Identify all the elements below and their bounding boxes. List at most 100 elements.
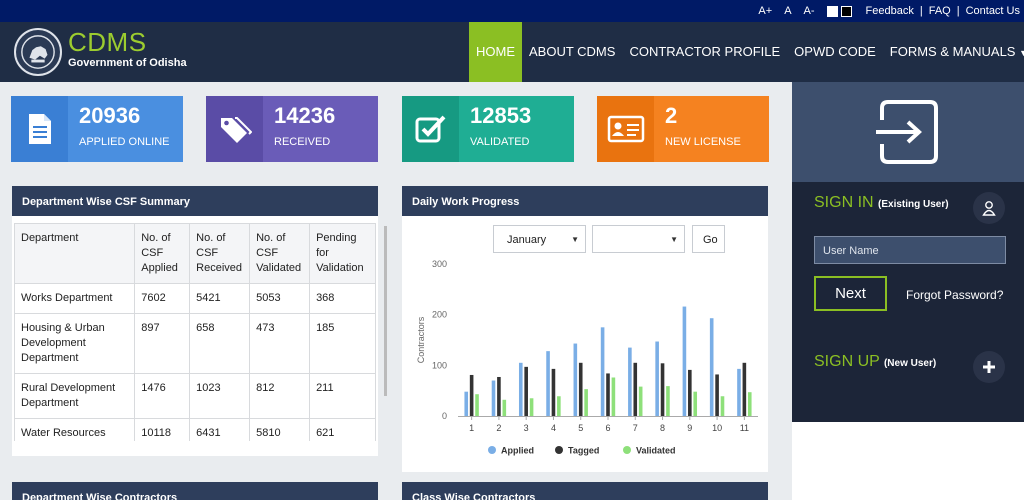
dark-theme-swatch[interactable] [841, 6, 852, 17]
year-select[interactable]: ▼ [592, 225, 685, 253]
brand-name: CDMS [68, 28, 187, 56]
bar-applied [710, 318, 714, 416]
table-cell: Water Resources Department [15, 419, 135, 442]
feedback-link[interactable]: Feedback [866, 5, 914, 17]
table-cell: 5421 [190, 284, 250, 314]
column-header: No. of CSF Received [190, 224, 250, 284]
divider: | [957, 5, 960, 17]
stat-body: 2 NEW LICENSE [654, 96, 769, 162]
stat-card-applied[interactable]: 20936 APPLIED ONLINE [11, 96, 183, 162]
login-banner [792, 82, 1024, 182]
panel-title: Department Wise CSF Summary [12, 186, 378, 216]
bar-applied [464, 392, 468, 416]
table-cell: 6431 [190, 419, 250, 442]
nav-opwd-code[interactable]: OPWD CODE [787, 22, 883, 82]
table-cell: 185 [310, 314, 376, 374]
go-button[interactable]: Go [692, 225, 725, 253]
bar-tagged [497, 377, 501, 416]
table-scrollbar[interactable] [384, 226, 387, 396]
bar-applied [655, 342, 659, 416]
x-tick-label: 4 [551, 423, 556, 433]
bar-validated [721, 396, 725, 416]
signup-box[interactable]: SIGN UP (New User) [792, 345, 1024, 388]
bar-validated [530, 398, 534, 416]
caret-down-icon: ▼ [670, 235, 678, 244]
table-row: Housing & Urban Development Department 8… [15, 314, 376, 374]
daily-progress-panel: Daily Work Progress January ▼ ▼ Go 0 100 2… [402, 186, 768, 472]
bar-validated [666, 386, 670, 416]
stat-label: VALIDATED [470, 136, 574, 148]
table-row: Works Department 7602 5421 5053 368 [15, 284, 376, 314]
bar-applied [737, 369, 741, 416]
bar-validated [612, 377, 616, 416]
forgot-password-link[interactable]: Forgot Password? [906, 288, 1003, 302]
next-button[interactable]: Next [814, 276, 887, 311]
bar-tagged [470, 375, 474, 416]
column-header: No. of CSF Validated [250, 224, 310, 284]
stat-card-received[interactable]: 14236 RECEIVED [206, 96, 378, 162]
nav-forms-manuals[interactable]: FORMS & MANUALS ▼ [883, 22, 1024, 82]
y-tick-label: 200 [432, 310, 447, 320]
checkbox-icon [402, 96, 459, 162]
nav-about[interactable]: ABOUT CDMS [522, 22, 622, 82]
light-theme-swatch[interactable] [827, 6, 838, 17]
department-contractors-panel: Department Wise Contractors [12, 482, 378, 500]
x-tick-label: 10 [712, 423, 722, 433]
table-row: Water Resources Department 10118 6431 58… [15, 419, 376, 442]
table-cell: 368 [310, 284, 376, 314]
bar-validated [639, 387, 643, 416]
table-cell: 897 [135, 314, 190, 374]
bar-applied [492, 381, 496, 416]
bar-validated [557, 396, 561, 416]
font-decrease-button[interactable]: A- [804, 5, 815, 17]
y-tick-label: 300 [432, 259, 447, 269]
caret-down-icon: ▼ [571, 235, 579, 244]
bar-tagged [743, 363, 747, 416]
signup-subtitle: (New User) [884, 358, 936, 369]
month-select[interactable]: January ▼ [493, 225, 586, 253]
username-input[interactable]: User Name [814, 236, 1006, 264]
bar-validated [693, 392, 697, 416]
brand[interactable]: CDMS Government of Odisha [68, 28, 187, 69]
signin-subtitle: (Existing User) [878, 199, 949, 210]
bar-validated [503, 400, 507, 416]
bar-tagged [606, 373, 610, 416]
table-cell: 812 [250, 374, 310, 419]
divider: | [920, 5, 923, 17]
x-tick-label: 11 [740, 423, 749, 433]
table-cell: Housing & Urban Development Department [15, 314, 135, 374]
csf-summary-table: Department No. of CSF Applied No. of CSF… [14, 223, 376, 441]
x-tick-label: 7 [633, 423, 638, 433]
bar-tagged [524, 367, 528, 416]
nav-home[interactable]: HOME [469, 22, 522, 82]
bar-applied [574, 344, 578, 416]
odisha-emblem-logo[interactable] [14, 28, 62, 76]
bar-tagged [552, 369, 556, 416]
table-cell: 621 [310, 419, 376, 442]
signin-title: SIGN IN (Existing User) [814, 194, 949, 212]
license-card-icon [597, 96, 654, 162]
legend-label: Validated [636, 446, 676, 456]
brand-subtitle: Government of Odisha [68, 57, 187, 69]
table-cell: 658 [190, 314, 250, 374]
csf-summary-panel: Department Wise CSF Summary Department N… [12, 186, 378, 456]
bar-validated [584, 389, 588, 416]
stat-card-new-license[interactable]: 2 NEW LICENSE [597, 96, 769, 162]
nav-contractor-profile[interactable]: CONTRACTOR PROFILE [622, 22, 787, 82]
font-reset-button[interactable]: A [784, 5, 791, 17]
table-header-row: Department No. of CSF Applied No. of CSF… [15, 224, 376, 284]
contact-link[interactable]: Contact Us [966, 5, 1020, 17]
stat-body: 14236 RECEIVED [263, 96, 378, 162]
class-contractors-panel: Class Wise Contractors [402, 482, 768, 500]
table-cell: 1023 [190, 374, 250, 419]
legend-marker [623, 446, 631, 454]
faq-link[interactable]: FAQ [929, 5, 951, 17]
x-tick-label: 9 [687, 423, 692, 433]
plus-icon[interactable] [973, 351, 1005, 383]
bar-tagged [715, 374, 719, 416]
table-cell: 211 [310, 374, 376, 419]
y-tick-label: 100 [432, 360, 447, 370]
font-increase-button[interactable]: A+ [758, 5, 772, 17]
stat-card-validated[interactable]: 12853 VALIDATED [402, 96, 574, 162]
csf-table-scroll[interactable]: Department No. of CSF Applied No. of CSF… [14, 223, 378, 441]
